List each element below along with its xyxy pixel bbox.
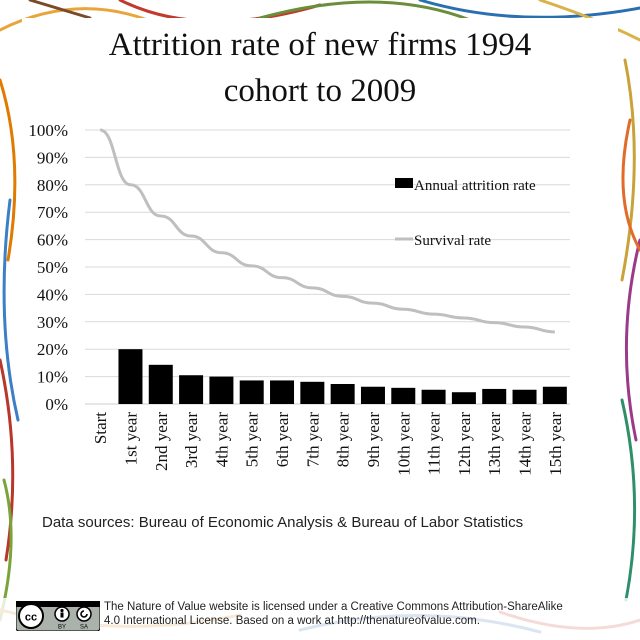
x-tick-label: 9th year	[364, 412, 383, 468]
x-tick-label: 15th year	[546, 412, 565, 476]
attrition-bar	[482, 388, 507, 404]
y-tick-label: 90%	[37, 148, 68, 167]
attrition-bar	[239, 380, 264, 404]
attrition-bar	[179, 375, 204, 404]
license-line-2: 4.0 International License. Based on a wo…	[104, 615, 480, 627]
cc-by-sa-icon: cc BY SA	[16, 601, 100, 631]
x-tick-label: 6th year	[273, 412, 292, 468]
legend-label-survival: Survival rate	[414, 233, 491, 249]
x-tick-label: Start	[91, 412, 110, 444]
attrition-bar	[330, 383, 355, 404]
chart-title-line-2: cohort to 2009	[223, 73, 417, 109]
y-tick-label: 60%	[37, 231, 68, 250]
y-tick-label: 10%	[37, 368, 68, 387]
attrition-bar	[270, 380, 295, 404]
cc-by-label: BY	[58, 625, 66, 631]
x-tick-label: 14th year	[516, 412, 535, 476]
x-tick-label: 3rd year	[182, 412, 201, 469]
chart-title-line-1: Attrition rate of new firms 1994	[108, 27, 532, 63]
y-tick-label: 80%	[37, 176, 68, 195]
legend-label-attrition: Annual attrition rate	[414, 178, 536, 194]
license-line-1: The Nature of Value website is licensed …	[104, 601, 563, 613]
attrition-bar	[148, 364, 173, 404]
x-tick-label: 11th year	[425, 412, 444, 475]
x-tick-label: 12th year	[455, 412, 474, 476]
cc-sa-label: SA	[80, 625, 88, 631]
attrition-bar	[209, 376, 234, 404]
x-tick-label: 8th year	[334, 412, 353, 468]
legend-swatch-attrition	[395, 178, 413, 188]
x-tick-label: 5th year	[243, 412, 262, 468]
x-tick-label: 2nd year	[152, 412, 171, 471]
y-tick-label: 30%	[37, 313, 68, 332]
chart-title: Attrition rate of new firms 1994 cohort …	[0, 22, 640, 114]
x-tick-label: 13th year	[485, 412, 504, 476]
y-tick-label: 50%	[37, 258, 68, 277]
attrition-bar	[360, 386, 385, 404]
x-tick-label: 1st year	[121, 412, 140, 466]
y-tick-label: 40%	[37, 285, 68, 304]
attrition-bar	[118, 349, 143, 404]
x-tick-label: 4th year	[212, 412, 231, 468]
attrition-bar	[512, 389, 537, 404]
y-tick-label: 0%	[45, 395, 68, 414]
survival-rate-line	[99, 128, 555, 334]
license-text: The Nature of Value website is licensed …	[104, 600, 624, 628]
attrition-bar	[391, 387, 416, 404]
attrition-bar	[300, 381, 325, 404]
attrition-bar	[542, 386, 567, 404]
footer-band	[0, 598, 640, 640]
attrition-bar	[451, 392, 476, 404]
x-tick-label: 7th year	[303, 412, 322, 468]
y-tick-label: 100%	[28, 121, 68, 140]
attrition-bar	[421, 389, 446, 404]
y-tick-label: 70%	[37, 203, 68, 222]
content-panel	[22, 18, 618, 598]
data-source-note: Data sources: Bureau of Economic Analysi…	[42, 514, 524, 531]
svg-text:cc: cc	[25, 612, 37, 624]
x-tick-label: 10th year	[394, 412, 413, 476]
y-tick-label: 20%	[37, 340, 68, 359]
